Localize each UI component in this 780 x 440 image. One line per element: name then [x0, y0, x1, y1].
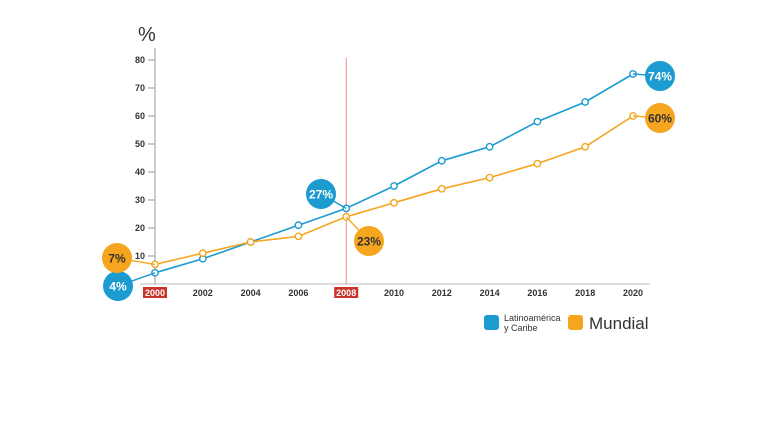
- y-unit-label: %: [138, 24, 156, 46]
- x-tick-label-2010: 2010: [384, 288, 404, 298]
- series-0-point-2018: [581, 98, 590, 106]
- callout-label-1-2020: 60%: [648, 112, 672, 126]
- legend-label-latinoamerica-line1: Latinoamérica: [504, 313, 561, 323]
- legend-swatch-mundial: [568, 315, 583, 330]
- y-tick-label-30: 30: [135, 195, 145, 205]
- series-layer: [151, 70, 637, 277]
- series-1-point-2016: [533, 159, 542, 168]
- series-0-point-2016: [533, 117, 542, 126]
- callout-bubble-1-2008: [354, 226, 384, 256]
- x-axis-ticks: 2000 2002 2004 2006 2008 2010 2012 2014 2016 2018…: [143, 287, 643, 298]
- callout-bubble-0-2020: [645, 61, 675, 91]
- callout-label-0-2000: 4%: [109, 280, 127, 294]
- legend: Latinoamérica y Caribe Mundial: [484, 313, 649, 333]
- y-tick-label-80: 80: [135, 55, 145, 65]
- x-tick-highlight-2000: [143, 287, 167, 298]
- series-line-1: [154, 115, 634, 266]
- x-tick-label-2008: 2008: [336, 288, 356, 298]
- x-tick-label-2020: 2020: [623, 288, 643, 298]
- series-1-point-2006: [294, 232, 303, 241]
- y-tick-label-20: 20: [135, 223, 145, 233]
- callout-label-1-2008: 23%: [357, 235, 381, 249]
- x-tick-label-2018: 2018: [575, 288, 595, 298]
- y-tick-label-10: 10: [135, 251, 145, 261]
- y-tick-label-50: 50: [135, 139, 145, 149]
- series-1-point-2012: [437, 184, 446, 193]
- series-1-point-2010: [390, 198, 398, 207]
- x-tick-highlight-2008: [334, 287, 359, 298]
- series-0-point-2014: [485, 142, 494, 151]
- callout-label-1-2000: 7%: [108, 252, 126, 266]
- series-0-point-2012: [437, 156, 446, 165]
- x-tick-label-2002: 2002: [193, 288, 213, 298]
- callout-bubble-1-2000: [102, 243, 132, 273]
- series-0-point-2006: [294, 221, 303, 230]
- series-1-point-2014: [485, 173, 494, 182]
- callout-bubble-0-2000: [103, 271, 133, 301]
- x-tick-label-2000: 2000: [145, 288, 165, 298]
- callout-label-0-2008: 27%: [309, 188, 333, 202]
- legend-label-mundial: Mundial: [589, 314, 649, 333]
- legend-swatch-latinoamerica: [484, 315, 499, 330]
- x-tick-label-2006: 2006: [288, 288, 308, 298]
- y-tick-label-40: 40: [135, 167, 145, 177]
- series-1-point-2004: [246, 238, 255, 246]
- series-0-point-2010: [390, 182, 398, 190]
- callout-bubble-0-2008: [306, 179, 336, 209]
- series-line-0: [154, 73, 634, 274]
- x-tick-label-2014: 2014: [480, 288, 500, 298]
- legend-label-latinoamerica-line2: y Caribe: [504, 323, 538, 333]
- series-1-point-2018: [581, 142, 590, 151]
- series-1-point-2002: [198, 249, 207, 258]
- callout-bubble-1-2020: [645, 103, 675, 133]
- y-tick-label-60: 60: [135, 111, 145, 121]
- x-tick-label-2016: 2016: [527, 288, 547, 298]
- x-tick-label-2012: 2012: [432, 288, 452, 298]
- y-axis-ticks: 10 20 30 40 50 60 70 80: [135, 55, 155, 261]
- callout-layer: 4% 27% 74% 7% 23% 60%: [102, 61, 675, 301]
- callout-label-0-2020: 74%: [648, 70, 672, 84]
- x-tick-label-2004: 2004: [241, 288, 261, 298]
- y-tick-label-70: 70: [135, 83, 145, 93]
